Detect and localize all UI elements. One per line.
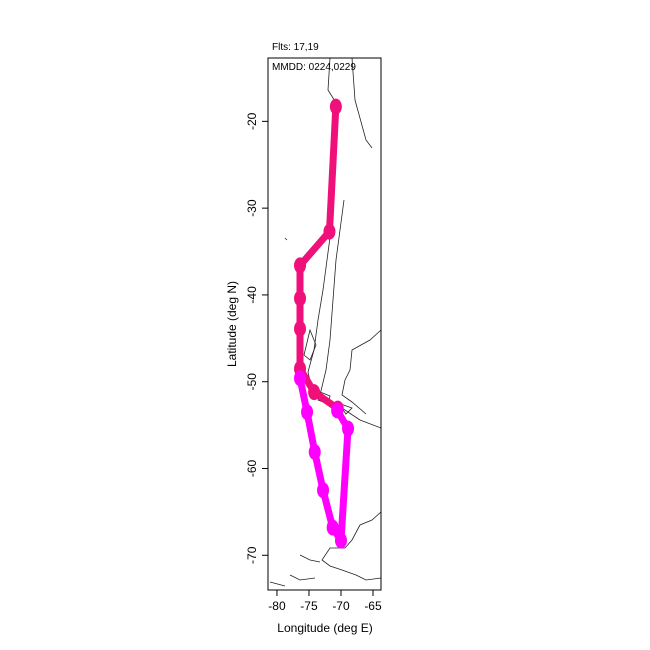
y-tick-label: -30 bbox=[245, 199, 259, 217]
antarctica bbox=[269, 511, 381, 587]
track-point bbox=[342, 420, 355, 437]
track-point bbox=[294, 320, 307, 337]
track-point bbox=[294, 370, 307, 387]
y-axis-label: Latitude (deg N) bbox=[225, 281, 239, 367]
track-point bbox=[331, 402, 344, 419]
x-tick-label: -75 bbox=[300, 599, 318, 613]
track-point bbox=[334, 532, 347, 549]
track-point bbox=[308, 444, 321, 461]
y-tick-label: -20 bbox=[245, 112, 259, 130]
flight-track bbox=[296, 106, 340, 412]
y-tick-label: -70 bbox=[245, 546, 259, 564]
y-tick-label: -50 bbox=[245, 373, 259, 391]
x-axis-label: Longitude (deg E) bbox=[277, 621, 372, 635]
track-point bbox=[301, 404, 314, 421]
track-point bbox=[323, 223, 336, 240]
annotation: Flts: 17,19 bbox=[272, 42, 319, 53]
track-point bbox=[329, 98, 342, 115]
islands bbox=[284, 237, 288, 241]
annotation: MMDD: 0224,0229 bbox=[272, 62, 356, 73]
track-point bbox=[326, 519, 339, 536]
border bbox=[319, 58, 381, 415]
y-tick-label: -40 bbox=[245, 286, 259, 304]
x-tick-label: -65 bbox=[364, 599, 382, 613]
x-tick-label: -70 bbox=[332, 599, 350, 613]
x-tick-label: -80 bbox=[268, 599, 286, 613]
track-point bbox=[308, 384, 321, 401]
y-tick-label: -60 bbox=[245, 460, 259, 478]
track-point bbox=[294, 257, 307, 274]
track-point bbox=[294, 290, 307, 307]
track-point bbox=[317, 482, 330, 499]
plot-frame bbox=[267, 57, 382, 591]
